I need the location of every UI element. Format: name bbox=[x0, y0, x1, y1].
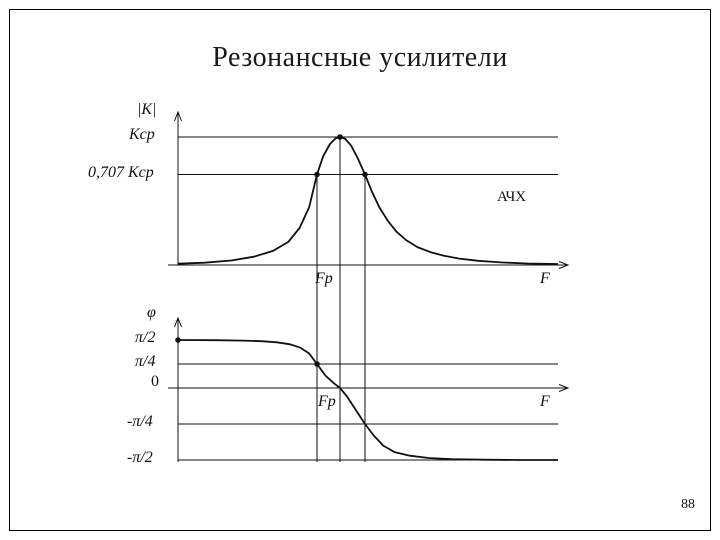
phase-tick-zero: 0 bbox=[151, 373, 159, 390]
amplitude-y-axis-arrow bbox=[174, 110, 182, 122]
phase-tick-minus-pi4: -π/4 bbox=[127, 413, 153, 430]
phase-tick-minus-pi2: -π/2 bbox=[127, 449, 153, 466]
page-number: 88 bbox=[681, 497, 695, 512]
amplitude-marker-dot-1 bbox=[314, 171, 320, 178]
phase-tick-pi4: π/4 bbox=[135, 353, 156, 370]
phase-y-axis-label: φ bbox=[147, 304, 156, 321]
phase-tick-pi2: π/2 bbox=[135, 329, 156, 346]
phase-y-axis-arrow bbox=[174, 316, 182, 328]
amplitude-marker-dot-0 bbox=[337, 134, 343, 140]
phase-marker-dot-1 bbox=[314, 361, 320, 367]
slide-border bbox=[9, 9, 711, 531]
phase-marker-dot-0 bbox=[175, 337, 181, 343]
amplitude-tick-0707kcp: 0,707 Kср bbox=[88, 164, 154, 181]
slide-title: Резонансные усилители bbox=[212, 42, 508, 73]
amplitude-marker-dot-2 bbox=[362, 171, 368, 178]
phase-x-axis-label: F bbox=[540, 393, 550, 410]
amplitude-curve-caption: АЧХ bbox=[497, 189, 527, 205]
amplitude-tick-kcp: Kср bbox=[129, 126, 155, 143]
amplitude-curve bbox=[177, 136, 559, 265]
amplitude-x-axis-arrow bbox=[558, 261, 570, 269]
amplitude-resonance-frequency-label: Fр bbox=[315, 270, 333, 287]
amplitude-x-axis-label: F bbox=[540, 270, 550, 287]
phase-resonance-frequency-label: Fр bbox=[318, 393, 336, 410]
phase-x-axis-arrow bbox=[558, 384, 570, 392]
phase-curve bbox=[177, 339, 558, 461]
amplitude-y-axis-label: |K| bbox=[137, 101, 157, 118]
